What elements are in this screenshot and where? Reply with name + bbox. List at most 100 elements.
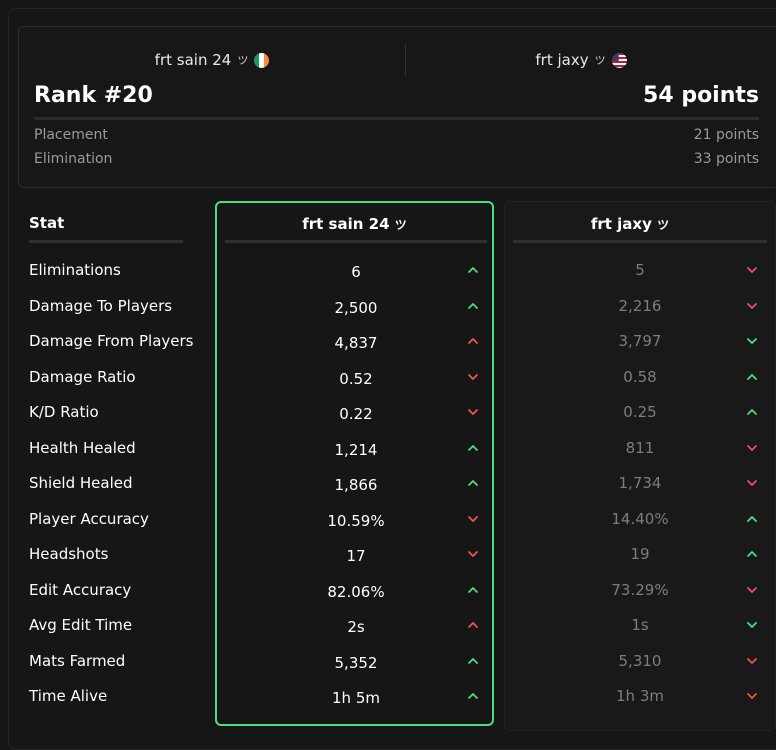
player1-title-underline <box>225 240 487 243</box>
chevron-down-icon <box>466 508 480 530</box>
player2-stat-value: 1h 3m <box>616 687 664 705</box>
player2-stat-value: 811 <box>625 438 655 457</box>
stat-label: Health Healed <box>29 438 136 457</box>
placement-value: 21 points <box>693 127 759 143</box>
player2-stat-value: 0.25 <box>623 403 657 421</box>
player1-stat-value: 6 <box>351 263 361 281</box>
player2-stat-value: 5 <box>635 261 645 279</box>
player2-column-tag: ツ <box>657 217 670 232</box>
chevron-down-icon <box>466 401 480 423</box>
stat-label: Damage From Players <box>29 332 194 350</box>
player2-stat-value: 1,734 <box>618 474 662 492</box>
chevron-up-icon <box>466 295 480 317</box>
player1-stat-value: 1h 5m <box>332 689 380 707</box>
table-row: Damage To Players 2,500 2,216 <box>0 295 776 317</box>
table-row: Eliminations 6 5 <box>0 259 776 281</box>
table-row: Damage Ratio 0.52 0.58 <box>0 366 776 388</box>
chevron-up-icon <box>745 366 759 388</box>
stat-label: Headshots <box>29 545 109 563</box>
player1-stat-value: 0.52 <box>339 369 373 388</box>
placement-label: Placement <box>34 127 108 143</box>
chevron-up-icon <box>466 579 480 601</box>
rank-text: Rank #20 <box>34 83 153 108</box>
stat-label: Edit Accuracy <box>29 580 132 599</box>
chevron-down-icon <box>745 437 759 459</box>
player2-title-underline <box>513 240 767 243</box>
player2-stat-value: 14.40% <box>611 509 669 528</box>
player1-column-name: frt sain 24 <box>302 215 390 233</box>
chevron-up-icon <box>745 543 759 565</box>
stat-label: Player Accuracy <box>29 509 149 528</box>
stat-column-header: Stat <box>29 214 65 232</box>
stat-label: Damage Ratio <box>29 367 136 386</box>
ireland-flag-icon <box>254 52 270 68</box>
chevron-up-icon <box>466 472 480 494</box>
chevron-up-icon <box>466 259 480 281</box>
chevron-down-icon <box>745 472 759 494</box>
chevron-up-icon <box>745 508 759 530</box>
stat-label: K/D Ratio <box>29 403 99 421</box>
stat-label: Time Alive <box>29 687 108 705</box>
chevron-up-icon <box>466 614 480 636</box>
chevron-down-icon <box>745 650 759 672</box>
chevron-up-icon <box>466 330 480 352</box>
player2-header[interactable]: frt jaxy ツ <box>405 49 757 71</box>
player-divider <box>405 45 406 75</box>
player1-stat-value: 2s <box>347 618 365 636</box>
chevron-down-icon <box>745 295 759 317</box>
chevron-down-icon <box>745 579 759 601</box>
player2-stat-value: 19 <box>630 545 650 563</box>
player1-column-title[interactable]: frt sain 24 ツ <box>215 215 494 233</box>
chevron-down-icon <box>745 259 759 281</box>
chevron-down-icon <box>466 543 480 565</box>
player1-stat-value: 5,352 <box>334 653 378 672</box>
table-row: Headshots 17 19 <box>0 543 776 565</box>
player2-column <box>504 201 776 731</box>
match-summary-card: frt sain 24 ツ frt jaxy ツ Rank #20 54 poi… <box>18 26 776 188</box>
player2-tag: ツ <box>594 54 606 67</box>
chevron-up-icon <box>466 685 480 707</box>
table-row: Time Alive 1h 5m 1h 3m <box>0 685 776 707</box>
stat-label: Damage To Players <box>29 296 173 315</box>
table-row: Shield Healed 1,866 1,734 <box>0 472 776 494</box>
player2-stat-value: 1s <box>631 616 649 634</box>
elimination-value: 33 points <box>693 151 759 167</box>
chevron-down-icon <box>466 366 480 388</box>
player2-column-name: frt jaxy <box>590 215 652 233</box>
player2-stat-value: 5,310 <box>618 651 662 670</box>
player1-stat-value: 1,214 <box>334 440 378 459</box>
player1-name: frt sain 24 <box>154 51 232 69</box>
player1-stat-value: 1,866 <box>334 476 378 494</box>
player2-stat-value: 2,216 <box>618 296 662 315</box>
player2-stat-value: 3,797 <box>618 332 662 350</box>
table-row: Damage From Players 4,837 3,797 <box>0 330 776 352</box>
player1-stat-value: 0.22 <box>339 405 373 423</box>
player1-stat-value: 4,837 <box>334 334 378 352</box>
player2-stat-value: 0.58 <box>623 367 657 386</box>
table-row: Player Accuracy 10.59% 14.40% <box>0 508 776 530</box>
player2-column-title[interactable]: frt jaxy ツ <box>504 215 756 233</box>
player1-stat-value: 2,500 <box>334 298 378 317</box>
player1-tag: ツ <box>237 54 249 67</box>
summary-divider <box>34 117 759 120</box>
chevron-down-icon <box>745 614 759 636</box>
chevron-down-icon <box>745 330 759 352</box>
player2-stat-value: 73.29% <box>611 580 669 599</box>
player1-header[interactable]: frt sain 24 ツ <box>19 49 405 71</box>
chevron-up-icon <box>745 401 759 423</box>
player1-stat-value: 82.06% <box>327 582 385 601</box>
elimination-label: Elimination <box>34 151 113 167</box>
stat-header-underline <box>29 240 183 243</box>
stat-label: Shield Healed <box>29 474 133 492</box>
usa-flag-icon <box>611 52 627 68</box>
chevron-down-icon <box>745 685 759 707</box>
stat-label: Avg Edit Time <box>29 616 133 634</box>
total-points: 54 points <box>643 83 759 108</box>
table-row: Health Healed 1,214 811 <box>0 437 776 459</box>
table-row: Mats Farmed 5,352 5,310 <box>0 650 776 672</box>
player1-column-tag: ツ <box>394 217 407 232</box>
player2-name: frt jaxy <box>535 51 589 69</box>
chevron-up-icon <box>466 437 480 459</box>
table-row: Edit Accuracy 82.06% 73.29% <box>0 579 776 601</box>
chevron-up-icon <box>466 650 480 672</box>
